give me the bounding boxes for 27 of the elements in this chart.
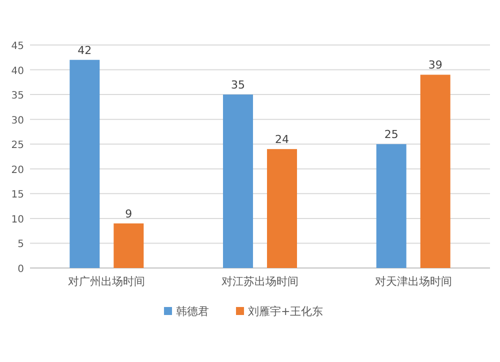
bar xyxy=(70,60,100,268)
data-label: 25 xyxy=(384,128,398,142)
x-tick-label: 对广州出场时间 xyxy=(68,275,146,288)
legend-label: 刘雁宇+王化东 xyxy=(248,305,324,318)
bar xyxy=(420,74,450,268)
y-tick-label: 25 xyxy=(11,140,24,152)
y-tick-label: 5 xyxy=(18,239,24,250)
y-tick-label: 35 xyxy=(11,90,24,102)
data-label: 9 xyxy=(125,207,132,220)
x-tick-label: 对天津出场时间 xyxy=(374,275,452,288)
x-tick-label: 对江苏出场时间 xyxy=(222,275,298,288)
bar xyxy=(223,94,253,268)
y-tick-label: 10 xyxy=(11,214,24,226)
legend-label: 韩德君 xyxy=(176,305,209,318)
y-tick-label: 0 xyxy=(18,264,24,275)
data-label: 35 xyxy=(231,78,245,92)
y-tick-label: 15 xyxy=(11,190,24,201)
data-label: 24 xyxy=(275,133,289,146)
data-label: 39 xyxy=(428,58,442,72)
y-tick-label: 20 xyxy=(11,164,24,176)
y-tick-label: 40 xyxy=(11,66,24,77)
y-tick-label: 45 xyxy=(11,41,24,52)
bar xyxy=(267,149,297,268)
data-label: 42 xyxy=(78,44,92,57)
bar xyxy=(114,223,144,268)
bar xyxy=(376,144,406,268)
y-tick-label: 30 xyxy=(11,115,24,126)
